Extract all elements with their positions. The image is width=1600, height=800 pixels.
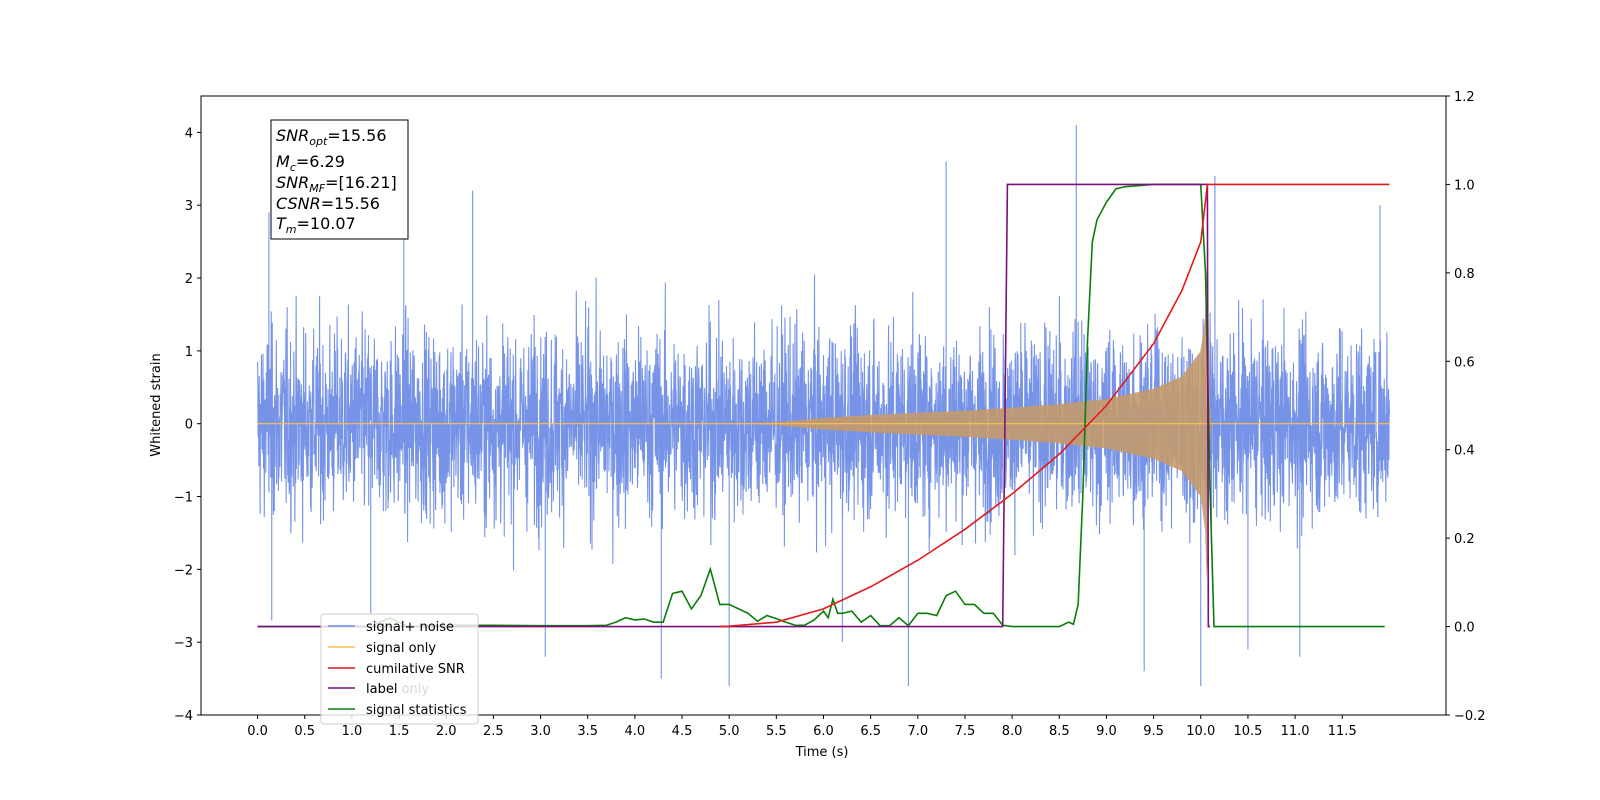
x-tick-label: 1.0: [342, 724, 363, 739]
x-tick-label: 11.5: [1328, 724, 1357, 739]
legend-label-cumulative-snr: cumilative SNR: [366, 662, 465, 677]
x-tick-label: 11.0: [1281, 724, 1310, 739]
x-tick-label: 4.5: [672, 724, 693, 739]
y2-tick-label: 0.6: [1454, 355, 1475, 370]
x-tick-label: 8.0: [1002, 724, 1023, 739]
legend-label-label: label: [366, 682, 397, 697]
stats-snr-mf: SNRMF=[16.21]: [276, 173, 397, 195]
x-tick-label: 10.5: [1233, 724, 1262, 739]
x-tick-label: 6.0: [813, 724, 834, 739]
legend-obscured-label: label only: [366, 682, 429, 697]
legend: label only signal+ noise signal only cum…: [320, 613, 479, 725]
x-tick-label: 9.0: [1096, 724, 1117, 739]
x-tick-label: 3.5: [577, 724, 598, 739]
x-tick-label: 2.0: [436, 724, 457, 739]
stats-box: SNRopt=15.56 Mc=6.29 SNRMF=[16.21] CSNR=…: [270, 119, 409, 240]
legend-label-signal-statistics: signal statistics: [366, 703, 467, 718]
y2-tick-label: 0.8: [1454, 267, 1475, 282]
x-tick-label: 2.5: [483, 724, 504, 739]
x-tick-label: 5.0: [719, 724, 740, 739]
y-tick-label: 4: [185, 126, 193, 141]
y-tick-label: −1: [174, 491, 193, 506]
series-signal-noise: [257, 125, 1390, 686]
stats-box-frame: [270, 119, 409, 240]
stats-snr-opt: SNRopt=15.56: [276, 126, 387, 148]
y-tick-label: 2: [185, 272, 193, 287]
y2-tick-label: 1.0: [1454, 178, 1475, 193]
y2-tick-label: 1.2: [1454, 90, 1475, 105]
x-tick-label: 4.0: [625, 724, 646, 739]
x-tick-label: 9.5: [1143, 724, 1164, 739]
stats-tm: Tm=10.07: [276, 214, 356, 236]
x-tick-label: 0.5: [294, 724, 315, 739]
y2-tick-label: −0.2: [1454, 709, 1486, 724]
y-tick-label: 3: [185, 199, 193, 214]
series-signal-statistics: [257, 183, 1385, 628]
y-tick-label: −2: [174, 563, 193, 578]
x-tick-label: 10.0: [1186, 724, 1215, 739]
y-axis-label: Whitened strain: [149, 353, 164, 456]
x-tick-label: 3.0: [530, 724, 551, 739]
legend-label-signal-noise: signal+ noise: [366, 620, 454, 635]
x-tick-label: 6.5: [860, 724, 881, 739]
x-axis-label: Time (s): [795, 745, 849, 760]
x-tick-label: 0.0: [247, 724, 268, 739]
x-tick-label: 7.5: [955, 724, 976, 739]
x-tick-label: 5.5: [766, 724, 787, 739]
y-tick-label: 0: [185, 418, 193, 433]
legend-frame: [320, 613, 479, 725]
stats-mc: Mc=6.29: [276, 152, 345, 174]
series-cumulative-snr: [719, 183, 1390, 628]
y-tick-label: 1: [185, 345, 193, 360]
legend-label-signal-only: signal only: [366, 641, 436, 656]
y2-tick-label: 0.4: [1454, 444, 1475, 459]
series-label: [257, 183, 1211, 628]
y2-tick-label: 0.0: [1454, 621, 1475, 636]
x-tick-label: 1.5: [389, 724, 410, 739]
y-tick-label: −3: [174, 636, 193, 651]
axes-layer: 0.0 0.5 1.0 1.5 2.0 2.5 3.0 3.5 4.0 4.5 5.0 5.5 6.0 6…: [174, 90, 1486, 739]
x-tick-label: 8.5: [1049, 724, 1070, 739]
x-tick-label: 7.0: [907, 724, 928, 739]
y-tick-label: −4: [174, 709, 193, 724]
y2-tick-label: 0.2: [1454, 532, 1475, 547]
stats-csnr: CSNR=15.56: [276, 194, 380, 213]
series-layer: [257, 125, 1390, 686]
